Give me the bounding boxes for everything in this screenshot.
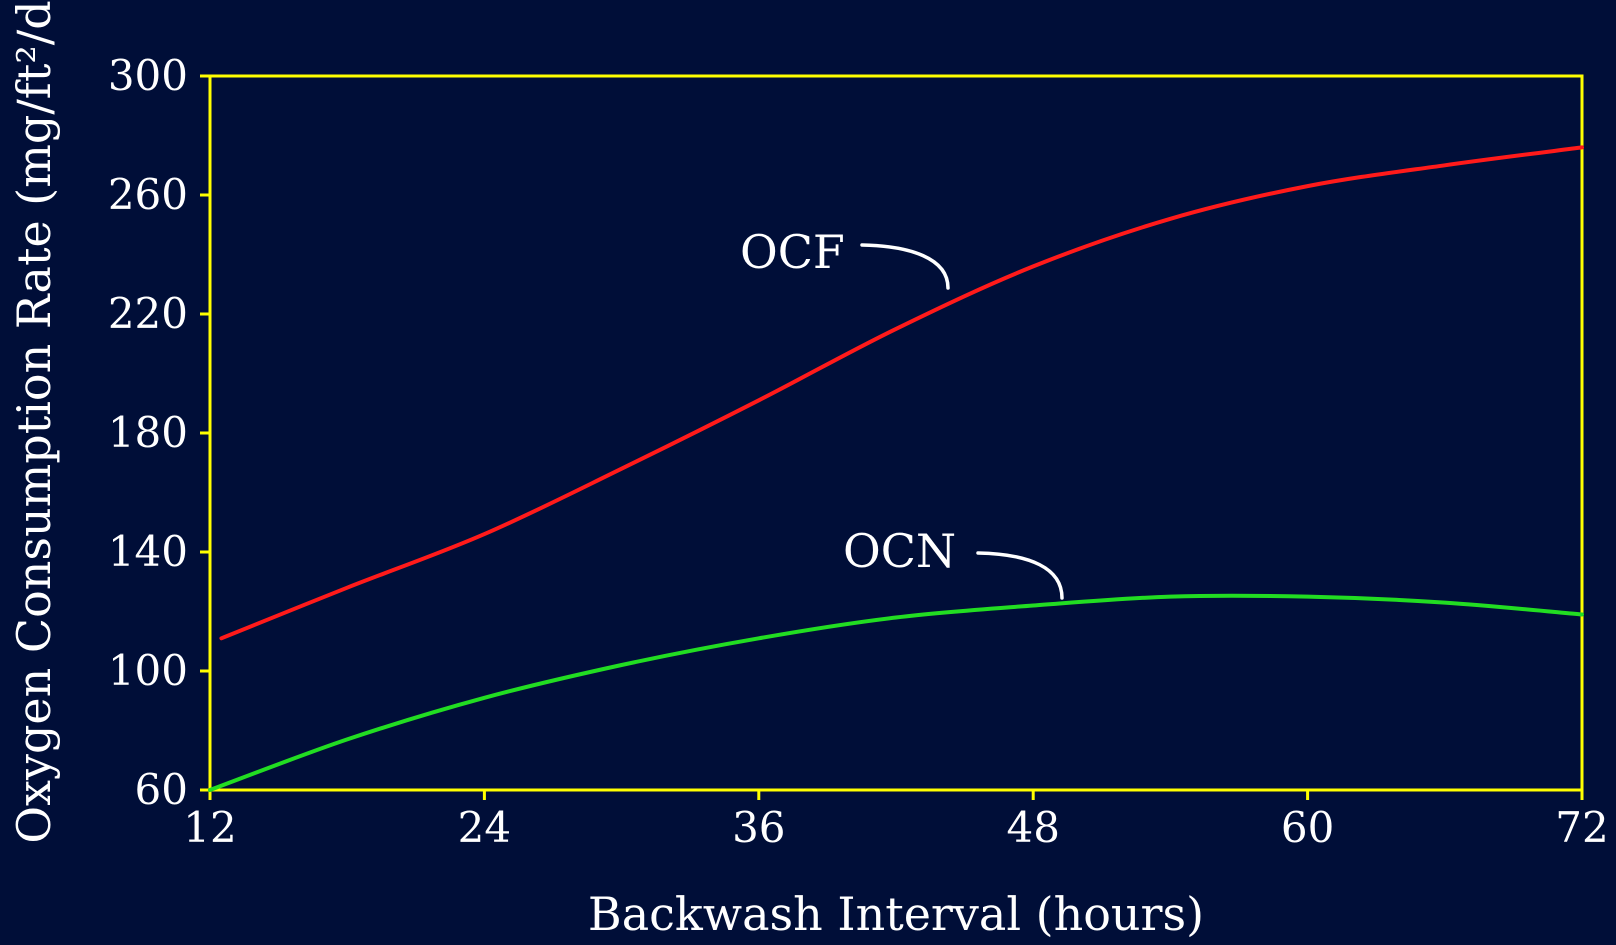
y-tick-label: 220	[108, 289, 188, 338]
y-tick-label: 300	[108, 51, 188, 100]
series-lines	[208, 145, 1584, 792]
axis-ticks: 60 100 140 180 220 260 300 12 24 36 48 60 72	[108, 51, 1609, 852]
x-axis-title: Backwash Interval (hours)	[588, 887, 1204, 941]
x-tick-label: 72	[1555, 803, 1608, 852]
y-tick-label: 100	[108, 646, 188, 695]
series-line-ocf	[219, 145, 1584, 641]
y-axis-title: Oxygen Consumption Rate (mg/ft²/d)	[7, 0, 61, 844]
series-line-ocn	[208, 593, 1584, 792]
y-tick-label: 140	[108, 527, 188, 576]
y-tick-label: 180	[108, 408, 188, 457]
series-callouts: OCF OCN	[740, 225, 1064, 600]
series-label-ocf: OCF	[740, 225, 845, 279]
y-tick-label: 260	[108, 170, 188, 219]
x-tick-label: 12	[183, 803, 236, 852]
series-label-ocn: OCN	[843, 524, 956, 578]
callout-leader-ocf	[860, 243, 950, 290]
callout-leader-ocn	[976, 551, 1064, 600]
x-tick-label: 36	[732, 803, 785, 852]
y-tick-label: 60	[135, 765, 188, 814]
x-tick-label: 48	[1006, 803, 1059, 852]
x-tick-label: 60	[1281, 803, 1334, 852]
x-tick-label: 24	[458, 803, 511, 852]
